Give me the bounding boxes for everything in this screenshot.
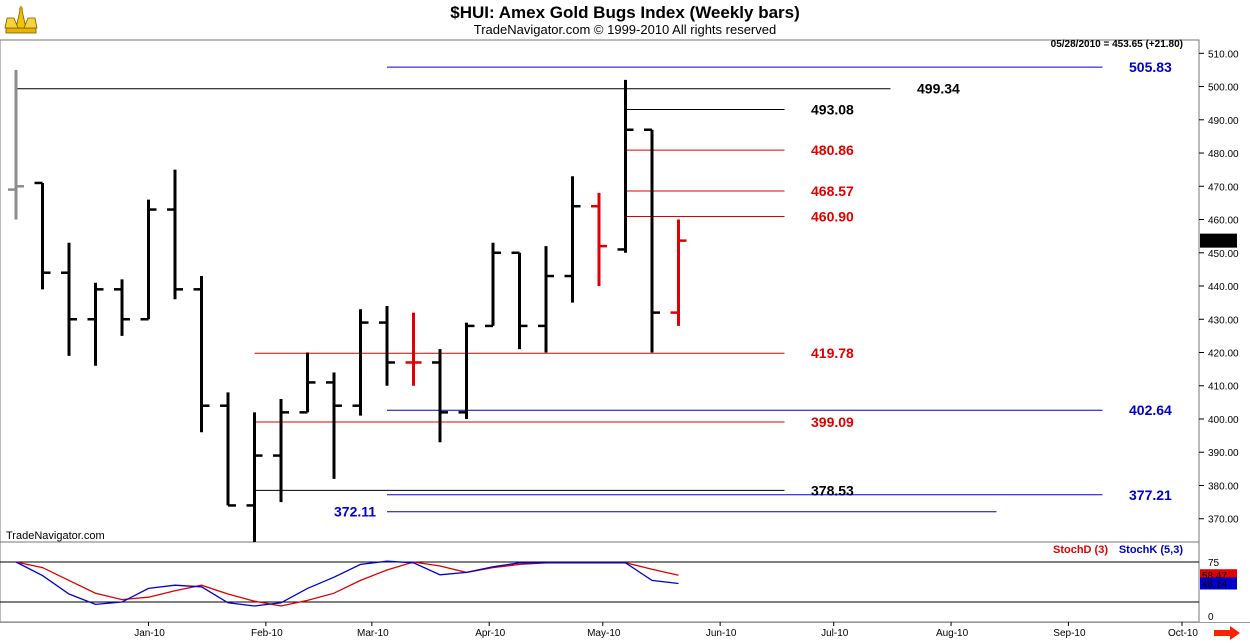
date-tick-label-8: Sep-10	[1053, 628, 1086, 639]
ohlc-bar-2	[61, 242, 77, 356]
price-tick-label-5: 460.00	[1208, 216, 1239, 227]
ohlc-bar-3	[87, 282, 104, 366]
date-tick-label-0: Jan-10	[134, 628, 165, 639]
chart-title: $HUI: Amex Gold Bugs Index (Weekly bars)	[450, 3, 800, 22]
scroll-right-arrow-icon[interactable]	[1209, 625, 1243, 641]
date-tick-label-1: Feb-10	[251, 628, 283, 639]
ohlc-bar-11	[299, 352, 316, 414]
stoch-last-box-1	[1200, 577, 1237, 590]
level-label-9: 378.53	[811, 482, 854, 498]
price-tick-label-4: 470.00	[1208, 182, 1239, 193]
legend-stochd: StochD (3)	[1053, 544, 1108, 556]
level-label-3: 480.86	[811, 142, 854, 158]
price-levels: 505.83 499.34 493.08 480.86 468.57 460.90 419.…	[16, 59, 1172, 520]
price-tick-label-13: 380.00	[1208, 481, 1239, 492]
price-panel-frame	[0, 39, 1200, 543]
ohlc-bar-8	[220, 392, 236, 507]
price-tick-label-3: 480.00	[1208, 149, 1239, 160]
ohlc-bar-10	[273, 399, 289, 503]
level-label-6: 419.78	[811, 345, 854, 361]
trade-navigator-logo-icon	[4, 5, 38, 34]
ohlc-bar-4	[114, 279, 130, 336]
stoch-legend: StochD (3) StochK (5,3)	[1053, 544, 1183, 556]
ohlc-bar-21	[564, 176, 581, 303]
ohlc-bar-6	[167, 169, 183, 300]
price-tick-label-2: 490.00	[1208, 116, 1239, 127]
level-label-4: 468.57	[811, 183, 854, 199]
price-tick-label-12: 390.00	[1208, 448, 1239, 459]
date-axis: Jan-10 Feb-10 Mar-10 Apr-10 May-10 Jun-10 Jul-…	[134, 622, 1198, 639]
stoch-panel-frame	[0, 541, 1200, 623]
level-label-10: 377.21	[1129, 487, 1172, 503]
chart-copyright: TradeNavigator.com © 1999-2010 All right…	[473, 22, 777, 37]
stoch-series-1	[15, 560, 679, 607]
ohlc-bar-1	[34, 181, 51, 290]
level-label-0: 505.83	[1129, 59, 1172, 75]
stoch-last-label-1: 48.14	[1202, 579, 1227, 590]
ohlc-bar-19	[511, 251, 528, 350]
price-tick-label-11: 400.00	[1208, 415, 1239, 426]
ohlc-bar-13	[352, 309, 369, 416]
level-label-8: 399.09	[811, 414, 854, 430]
stoch-tick-label-1: 0	[1208, 612, 1214, 623]
legend-stochk: StochK (5,3)	[1119, 544, 1184, 556]
ohlc-bars	[8, 69, 687, 542]
ohlc-bar-16	[432, 349, 448, 443]
last-price-box	[1200, 233, 1237, 248]
last-price-label: 453.65	[1202, 237, 1233, 248]
ohlc-bar-17	[458, 322, 475, 419]
date-tick-label-3: Apr-10	[475, 628, 505, 639]
price-tick-label-1: 500.00	[1208, 83, 1239, 94]
price-tick-label-10: 410.00	[1208, 382, 1239, 393]
level-label-7: 402.64	[1129, 402, 1172, 418]
level-label-2: 493.08	[811, 102, 854, 118]
ohlc-bar-22	[591, 192, 607, 287]
ohlc-bar-18	[485, 242, 501, 328]
stoch-last-label-0: 58.47	[1202, 571, 1227, 582]
ohlc-bar-5	[140, 199, 157, 321]
ohlc-bar-20	[538, 246, 554, 353]
date-tick-label-6: Jul-10	[821, 628, 849, 639]
price-tick-label-9: 420.00	[1208, 349, 1239, 360]
price-tick-label-7: 440.00	[1208, 282, 1239, 293]
ohlc-bar-12	[326, 372, 342, 479]
level-label-11: 372.11	[334, 504, 376, 520]
ohlc-bar-0	[8, 69, 24, 220]
price-tick-label-0: 510.00	[1208, 49, 1239, 60]
ohlc-bar-24	[644, 128, 660, 353]
date-tick-label-2: Mar-10	[357, 628, 389, 639]
level-label-1: 499.34	[917, 81, 960, 97]
ohlc-bar-9	[246, 412, 263, 542]
date-tick-label-4: May-10	[587, 628, 621, 639]
level-label-5: 460.90	[811, 209, 854, 225]
stoch-tick-label-0: 75	[1208, 558, 1220, 569]
ohlc-bar-25	[670, 219, 687, 326]
price-tick-label-8: 430.00	[1208, 315, 1239, 326]
price-readout: 05/28/2010 = 453.65 (+21.80)	[1051, 39, 1183, 50]
date-tick-label-5: Jun-10	[706, 628, 737, 639]
watermark-text: TradeNavigator.com	[6, 530, 105, 542]
price-tick-label-6: 450.00	[1208, 249, 1239, 260]
ohlc-bar-23	[617, 79, 634, 253]
ohlc-bar-14	[379, 305, 395, 386]
date-tick-label-9: Oct-10	[1168, 628, 1198, 639]
stoch-series-0	[15, 561, 679, 607]
ohlc-bar-7	[193, 276, 210, 433]
chart-header: $HUI: Amex Gold Bugs Index (Weekly bars)…	[0, 0, 1250, 40]
price-tick-label-14: 370.00	[1208, 515, 1239, 526]
date-tick-label-7: Aug-10	[936, 628, 969, 639]
price-axis: 510.00 500.00 490.00 480.00 470.00 460.00 450.…	[1199, 49, 1239, 526]
ohlc-bar-15	[405, 312, 422, 386]
